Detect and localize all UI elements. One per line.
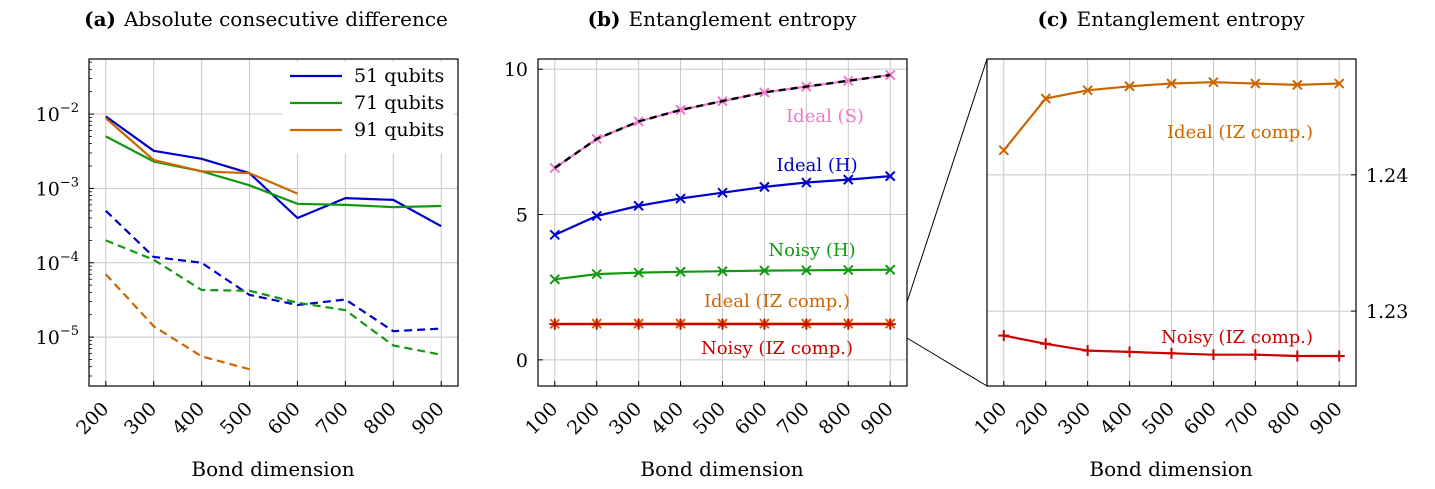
zoom-connector-top [907,59,987,302]
x-tick-label: 200 [563,398,604,439]
panel-a: (a) Absolute consecutive difference Bond … [36,7,458,481]
panel-a-title-prefix: (a) [84,7,116,31]
x-tick-label: 300 [120,398,161,439]
x-tick-label: 100 [970,398,1011,439]
panel-c-xlabel: Bond dimension [1089,457,1252,481]
series-label: Ideal (H) [776,155,857,176]
panel-c-title-prefix: (c) [1038,7,1069,31]
x-tick-label: 900 [408,398,449,439]
x-tick-label: 800 [360,398,401,439]
y-tick-label: 10−2 [36,101,79,126]
data-point [1334,351,1345,362]
zoom-connector-bottom [907,338,987,386]
y-tick-exp: −4 [60,250,79,265]
data-point [1040,338,1051,349]
x-tick-label: 200 [1012,398,1053,439]
x-tick-label: 900 [1306,398,1347,439]
x-tick-label: 600 [1180,398,1221,439]
y-tick-base: 10 [36,253,60,275]
y-tick-label: 5 [516,205,528,227]
x-tick-label: 200 [72,398,113,439]
x-tick-label: 800 [815,398,856,439]
series-label: Ideal (IZ comp.) [704,291,850,312]
panel-a-lines [106,116,441,369]
x-tick-label: 400 [168,398,209,439]
panel-c-title-text: Entanglement entropy [1077,7,1306,31]
series-label: Noisy (IZ comp.) [701,338,853,359]
data-point [1166,348,1177,359]
series-line-5 [106,274,250,369]
panel-c-title: (c) Entanglement entropy [1038,7,1306,31]
x-tick-label: 400 [647,398,688,439]
data-point [1292,351,1303,362]
y-tick-exp: −3 [60,175,79,190]
y-tick-base: 10 [36,327,60,349]
data-point [1124,346,1135,357]
y-tick-label: 10−5 [36,324,79,349]
y-tick-label: 10−3 [36,175,79,200]
x-tick-label: 800 [1264,398,1305,439]
legend-label: 71 qubits [354,92,444,114]
x-tick-label: 700 [773,398,814,439]
y-tick-label: 1.23 [1366,301,1408,323]
series-label: Noisy (IZ comp.) [1161,327,1313,348]
legend-label: 51 qubits [354,65,444,87]
y-tick-exp: −2 [60,101,79,116]
panel-b-xlabel: Bond dimension [640,457,803,481]
x-tick-label: 600 [264,398,305,439]
x-tick-label: 300 [1054,398,1095,439]
panel-b-title-prefix: (b) [588,7,621,31]
panel-b-title: (b) Entanglement entropy [588,7,858,31]
x-tick-label: 500 [1138,398,1179,439]
series-line-3 [106,211,441,331]
y-tick-label: 10−4 [36,250,79,275]
x-tick-label: 700 [1222,398,1263,439]
x-tick-label: 500 [216,398,257,439]
x-tick-label: 700 [312,398,353,439]
series-label: Ideal (S) [786,106,864,127]
y-tick-exp: −5 [60,324,79,339]
panel-a-title-text: Absolute consecutive difference [123,7,448,31]
x-tick-label: 500 [689,398,730,439]
x-tick-label: 900 [857,398,898,439]
panel-b: (b) Entanglement entropy Bond dimension 1… [504,7,907,481]
x-tick-label: 100 [521,398,562,439]
panel-a-title: (a) Absolute consecutive difference [84,7,448,31]
data-point [1250,349,1261,360]
panel-c: (c) Entanglement entropy Bond dimension 1… [970,7,1408,481]
panel-b-title-text: Entanglement entropy [629,7,858,31]
data-point [1082,345,1093,356]
y-tick-label: 1.24 [1366,165,1408,187]
panel-a-xlabel: Bond dimension [191,457,354,481]
series-label: Noisy (H) [768,240,855,261]
x-tick-label: 600 [731,398,772,439]
panel-a-legend: 51 qubits 71 qubits 91 qubits [282,62,454,153]
data-point [1208,349,1219,360]
y-tick-label: 10 [504,59,528,81]
data-point [998,330,1009,341]
x-tick-label: 300 [605,398,646,439]
y-tick-base: 10 [36,178,60,200]
y-tick-base: 10 [36,104,60,126]
legend-label: 91 qubits [354,119,444,141]
y-tick-label: 0 [516,350,528,372]
series-label: Ideal (IZ comp.) [1167,122,1313,143]
x-tick-label: 400 [1096,398,1137,439]
panel-c-series-labels: Ideal (IZ comp.) Noisy (IZ comp.) [1161,122,1313,348]
